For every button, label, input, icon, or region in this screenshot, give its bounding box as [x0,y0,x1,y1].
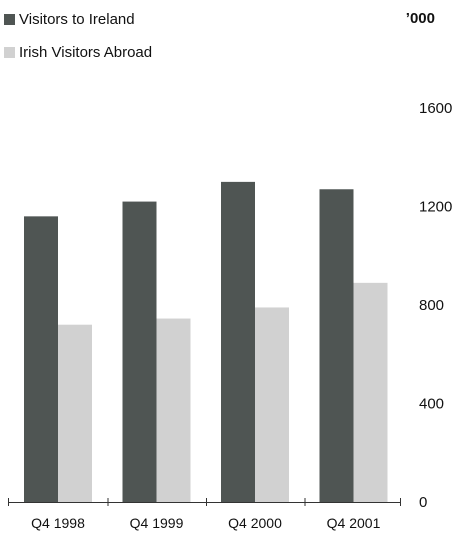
x-tick-label-3: Q4 2001 [327,515,381,531]
bar-visitors-to-ireland-0 [24,216,58,502]
bar-irish-visitors-abroad-1 [156,318,191,502]
y-tick-label-800: 800 [419,297,444,314]
x-tick-label-1: Q4 1999 [130,515,184,531]
legend-swatch-visitors-to-ireland [4,13,15,25]
x-tick-label-2: Q4 2000 [228,515,282,531]
y-tick-label-0: 0 [419,494,427,511]
x-tick-label-0: Q4 1998 [31,515,85,531]
legend: Visitors to Ireland Irish Visitors Abroa… [4,8,152,74]
legend-label-irish-visitors-abroad: Irish Visitors Abroad [19,43,153,61]
bar-irish-visitors-abroad-2 [255,307,289,502]
y-tick-label-1600: 1600 [419,100,452,117]
y-tick-label-400: 400 [419,396,444,413]
bar-visitors-to-ireland-3 [319,189,354,502]
y-tick-label-1200: 1200 [419,199,452,216]
legend-label-visitors-to-ireland: Visitors to Ireland [19,10,135,28]
unit-label: ’000 [405,10,435,27]
bar-visitors-to-ireland-2 [221,181,255,502]
bar-irish-visitors-abroad-3 [353,282,388,502]
legend-item-visitors-to-ireland: Visitors to Ireland [4,8,152,30]
bar-visitors-to-ireland-1 [122,201,157,502]
legend-item-irish-visitors-abroad: Irish Visitors Abroad [4,41,152,63]
legend-swatch-irish-visitors-abroad [4,46,15,58]
bar-irish-visitors-abroad-0 [58,324,92,502]
